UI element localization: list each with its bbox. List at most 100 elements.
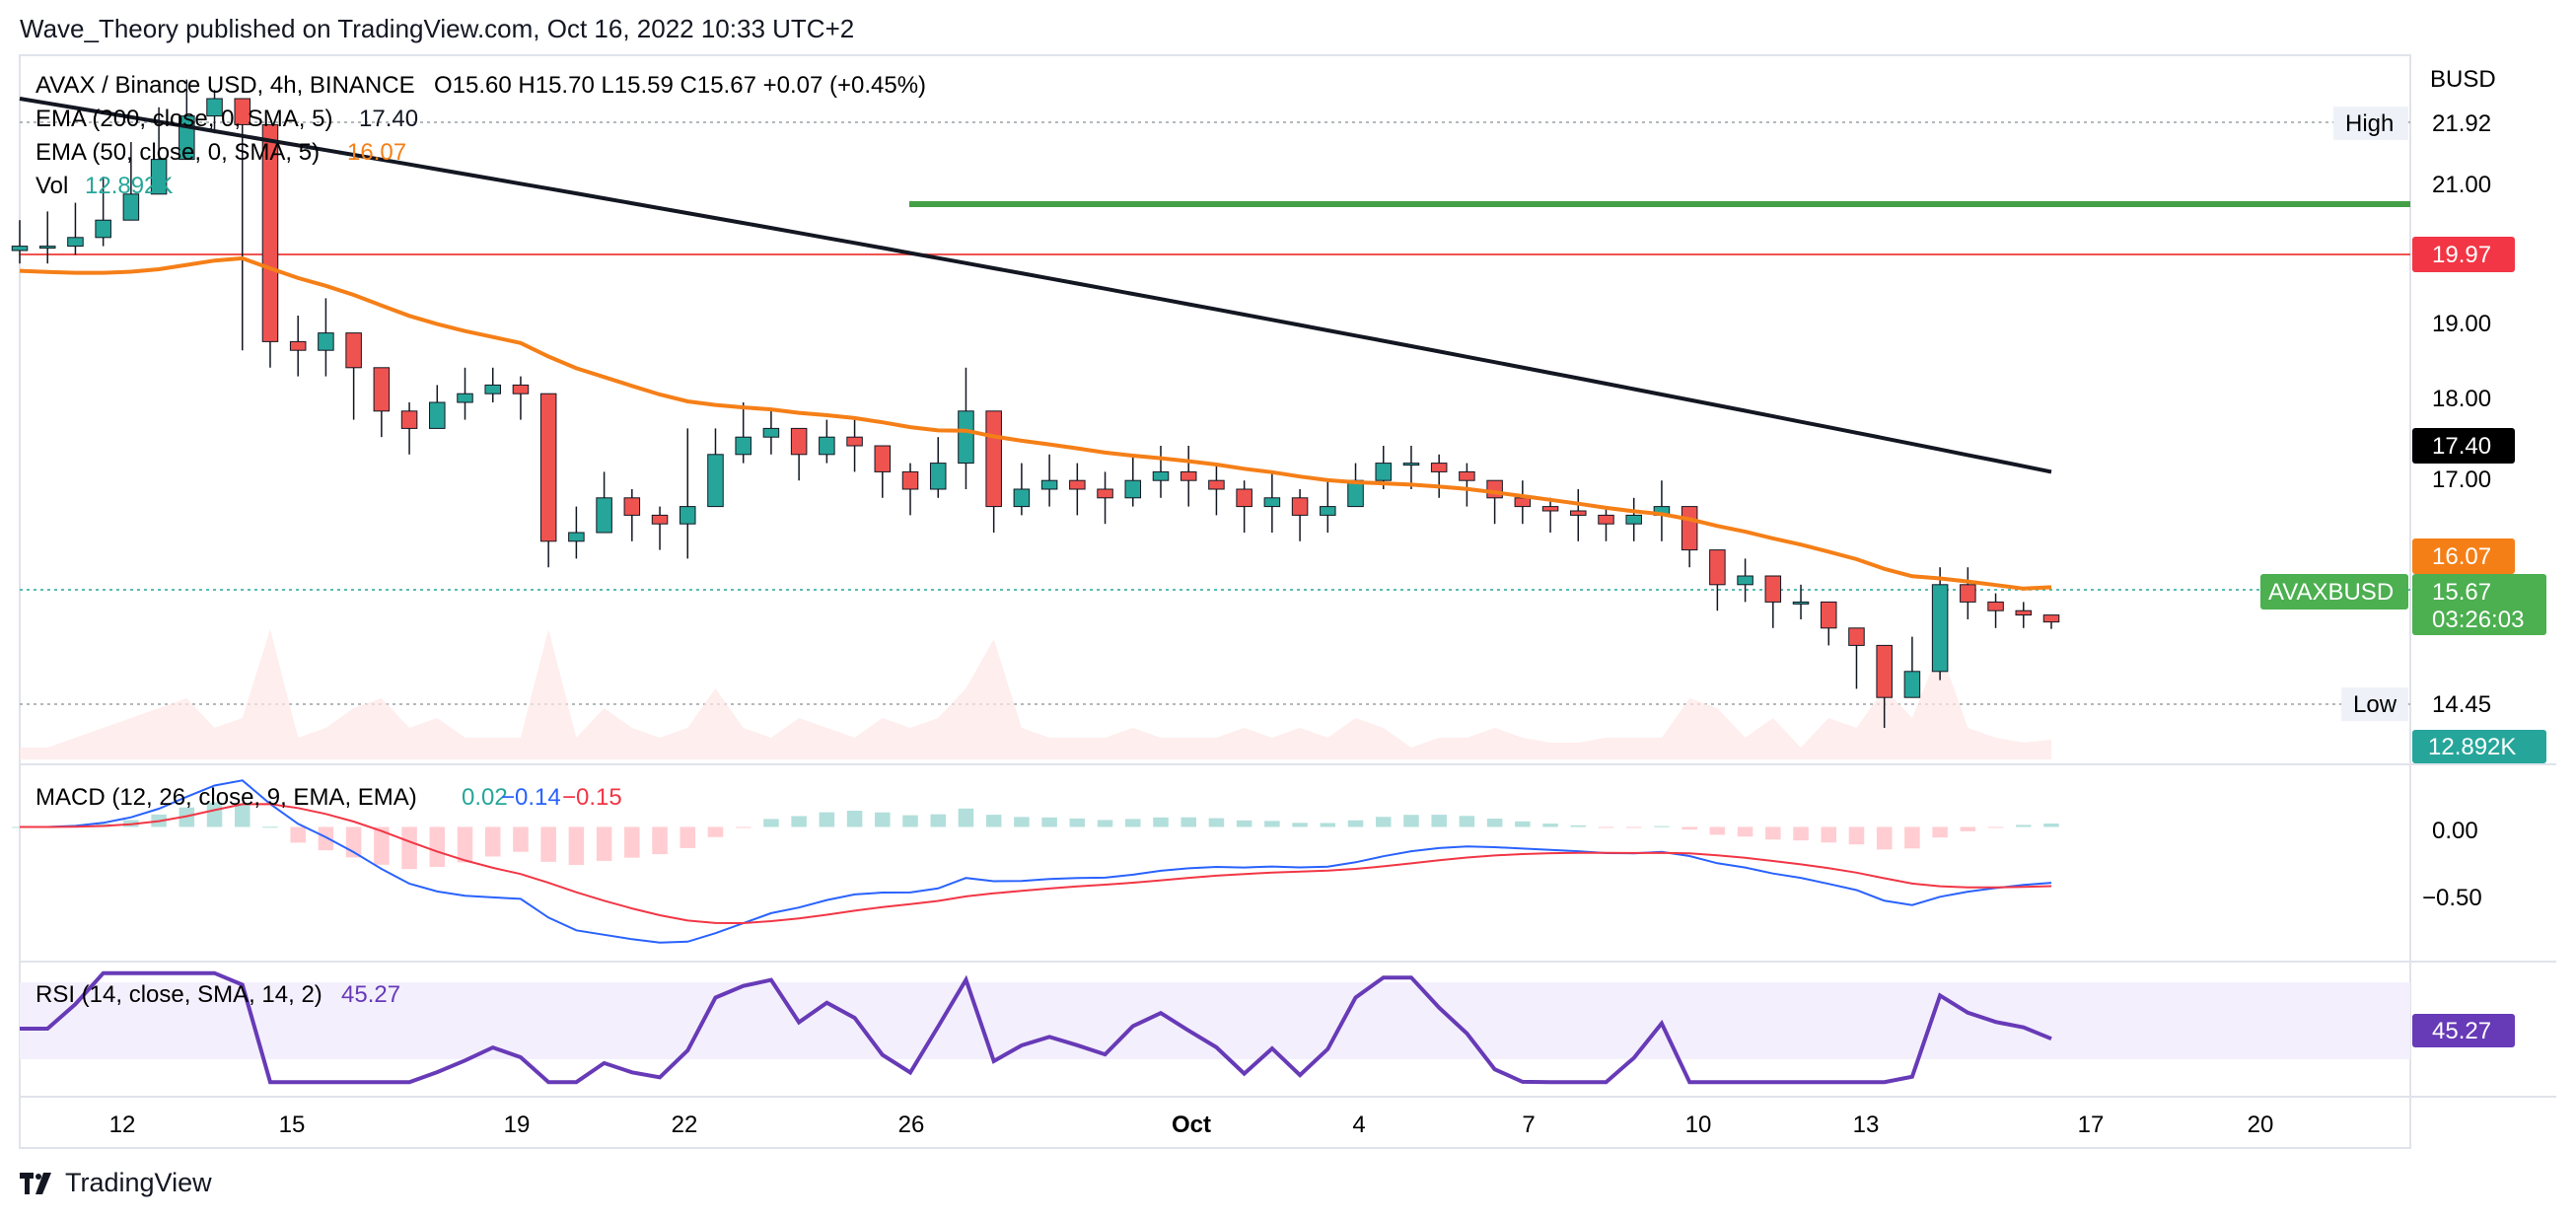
signal-line	[20, 803, 2052, 925]
macd-bar	[1459, 816, 1475, 827]
volume-tag: 12.892K	[2412, 730, 2546, 763]
last-price-tag: AVAXBUSD 15.67 03:26:03	[2260, 574, 2546, 635]
time-tick: 4	[1352, 1111, 1365, 1138]
macd-bar	[930, 814, 946, 827]
macd-bar	[624, 826, 640, 858]
candle-body	[762, 427, 780, 438]
volume-area	[20, 629, 2051, 759]
macd-histogram	[12, 802, 2059, 870]
candle-body	[1430, 463, 1448, 472]
candle-body	[1903, 671, 1921, 698]
macd-bar	[846, 811, 863, 827]
time-tick: 26	[898, 1111, 925, 1138]
svg-text:14.45: 14.45	[2432, 691, 2491, 718]
macd-bar	[902, 815, 918, 827]
candle-body	[1960, 584, 1976, 603]
candle-body	[1876, 644, 1893, 698]
macd-bar	[262, 826, 278, 828]
volume-fill	[20, 629, 2051, 759]
candle-body	[1764, 575, 1782, 603]
macd-line	[20, 779, 2052, 944]
candle-body	[373, 367, 391, 412]
candle-body	[790, 427, 808, 456]
candle-body	[1598, 514, 1614, 525]
macd-bar	[568, 826, 585, 866]
ema50-tag: 16.07	[2412, 538, 2515, 574]
candle-body	[680, 506, 696, 525]
svg-text:16.07: 16.07	[2432, 543, 2491, 570]
macd-bar	[1431, 815, 1447, 827]
macd-bar	[1264, 821, 1280, 827]
macd-bar	[234, 803, 250, 827]
candle-body	[1709, 549, 1726, 586]
time-tick: 7	[1522, 1111, 1535, 1138]
macd-bar	[1987, 826, 2004, 828]
candle-body	[318, 332, 334, 351]
price-axis-currency: BUSD	[2430, 66, 2496, 93]
macd-bar	[1960, 826, 1976, 831]
candle-body	[122, 193, 140, 221]
macd-bar	[819, 812, 835, 827]
time-tick: 20	[2248, 1111, 2274, 1138]
macd-bar	[1403, 815, 1419, 827]
candle-body	[596, 497, 612, 534]
candle-body	[1570, 510, 1587, 516]
rsi-legend-value: 45.27	[341, 981, 400, 1008]
macd-bar	[1069, 818, 1086, 827]
macd-bar	[1153, 817, 1169, 827]
candle-body	[707, 454, 724, 508]
macd-bar	[680, 826, 696, 848]
candle-body	[2042, 614, 2060, 623]
macd-bar	[763, 819, 779, 827]
candle-body	[651, 514, 669, 525]
svg-text:High: High	[2345, 110, 2394, 137]
tradingview-logo[interactable]: TradingView	[20, 1168, 212, 1198]
svg-text:15.67: 15.67	[2432, 579, 2491, 606]
candle-body	[38, 246, 56, 250]
candle-body	[1820, 601, 1837, 629]
svg-text:12.892K: 12.892K	[2428, 734, 2516, 760]
time-tick: 22	[672, 1111, 698, 1138]
macd-bar	[1375, 817, 1392, 827]
price-tick-17: 17.00	[2432, 466, 2491, 493]
candles	[11, 79, 2060, 728]
legend-ema200: EMA (200, close, 0, SMA, 5)	[36, 106, 332, 132]
macd-bar	[1793, 826, 1809, 841]
macd-bar	[1236, 820, 1252, 827]
macd-bar	[1848, 826, 1865, 845]
candle-body	[1040, 479, 1058, 490]
legend-ohlc: O15.60 H15.70 L15.59 C15.67 +0.07 (+0.45…	[434, 72, 926, 99]
candle-body	[261, 123, 279, 342]
candle-body	[400, 410, 418, 429]
tradingview-logo-icon	[20, 1172, 51, 1194]
time-tick: 13	[1853, 1111, 1880, 1138]
macd-bar	[735, 826, 751, 828]
candle-body	[1180, 470, 1197, 481]
svg-text:03:26:03: 03:26:03	[2432, 607, 2524, 633]
candle-body	[1541, 506, 1559, 512]
macd-bar	[2043, 824, 2059, 827]
macd-bar	[2016, 825, 2032, 827]
price-tick-19: 19.00	[2432, 311, 2491, 337]
candle-body	[1291, 497, 1309, 516]
candle-body	[1987, 601, 2004, 611]
candle-body	[1486, 479, 1503, 499]
macd-value-2: −0.14	[501, 784, 561, 811]
candle-body	[1152, 470, 1170, 481]
time-tick: 19	[504, 1111, 531, 1138]
candle-body	[1320, 506, 1336, 516]
candle-body	[512, 384, 530, 394]
time-axis: 12 15 19 22 26 Oct 4 7 10 13 17 20	[109, 1111, 2274, 1138]
candle-body	[1625, 514, 1642, 525]
macd-bar	[1682, 826, 1697, 830]
macd-bar	[1598, 826, 1614, 828]
macd-bar	[1208, 818, 1225, 827]
candle-body	[1069, 479, 1086, 490]
candle-body	[846, 436, 863, 447]
time-tick: 17	[2078, 1111, 2105, 1138]
candle-body	[1375, 463, 1393, 481]
macd-bar	[1347, 820, 1364, 827]
candle-body	[429, 401, 446, 429]
candle-body	[1263, 497, 1281, 508]
